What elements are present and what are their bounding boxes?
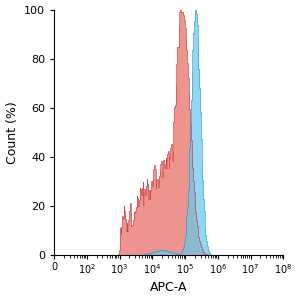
Y-axis label: Count (%): Count (%) <box>6 101 18 164</box>
X-axis label: APC-A: APC-A <box>150 281 187 294</box>
